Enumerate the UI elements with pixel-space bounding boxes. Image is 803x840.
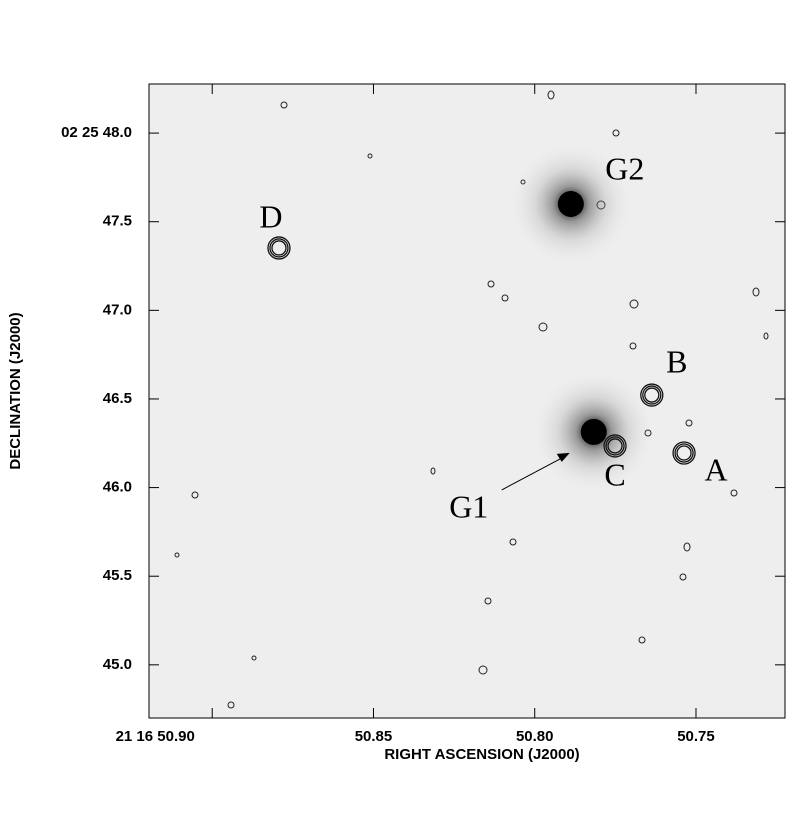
x-tick-label: 21 16 50.90 [116,728,195,745]
x-tick-label: 50.80 [516,728,554,745]
y-tick-label: 02 25 48.0 [61,124,132,141]
y-tick-label: 47.5 [103,213,132,230]
contour [605,436,625,456]
arrow-head [556,452,570,462]
contour [267,236,291,260]
contour [642,385,662,405]
galaxy-label: G2 [605,150,644,186]
contour [640,383,664,407]
y-tick-label: 46.0 [103,479,132,496]
plot-frame [148,83,786,719]
galaxy-label: G1 [449,488,488,524]
source-label: A [704,451,727,487]
x-axis-title: RIGHT ASCENSION (J2000) [384,746,579,763]
contour [271,240,287,256]
contour [607,438,623,454]
image-background [149,84,785,718]
contour [269,238,289,258]
y-tick-label: 47.0 [103,301,132,318]
x-tick-label: 50.75 [677,728,715,745]
y-tick-label: 45.0 [103,656,132,673]
contour [672,441,696,465]
y-tick-label: 46.5 [103,390,132,407]
x-tick-label: 50.85 [355,728,393,745]
source-label: C [604,456,625,492]
label-arrow [501,455,566,491]
galaxy-core [557,190,584,217]
contour [603,434,627,458]
contour [674,443,694,463]
galaxy-core [580,418,607,445]
y-axis-title: DECLINATION (J2000) [7,312,24,469]
source-label: D [259,198,282,234]
source-label: B [666,343,687,379]
contour [676,445,692,461]
contour [644,387,660,403]
y-tick-label: 45.5 [103,567,132,584]
noise-contours [174,90,769,709]
